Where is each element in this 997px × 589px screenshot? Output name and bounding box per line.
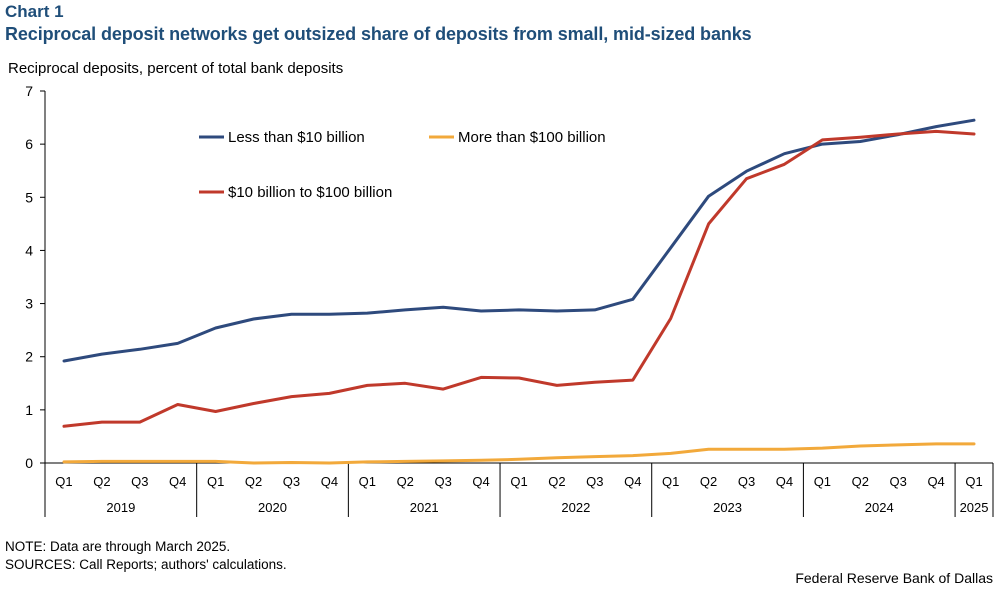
legend-label-0: Less than $10 billion	[228, 129, 365, 146]
chart-axes: 0 1 2 3 4 5 6 7 Q1 Q2 Q3 Q4 Q1 Q2 Q3 Q4 Q1 Q2 Q3 Q4 Q1 Q2 Q3 Q4…	[25, 83, 994, 517]
x-tick-label: Q3	[131, 474, 148, 489]
x-tick-label: Q1	[662, 474, 679, 489]
x-tick-label: Q3	[738, 474, 755, 489]
chart-title: Reciprocal deposit networks get outsized…	[5, 24, 752, 44]
year-label: 2024	[865, 500, 894, 515]
y-tick-label: 7	[25, 83, 33, 99]
x-tick-label: Q2	[700, 474, 717, 489]
x-tick-label: Q4	[927, 474, 944, 489]
x-tick-label: Q1	[510, 474, 527, 489]
year-label: 2021	[410, 500, 439, 515]
chart-legend: Less than $10 billion More than $100 bill…	[199, 129, 606, 201]
series-line-0	[62, 118, 976, 363]
legend-label-1: More than $100 billion	[458, 129, 606, 146]
y-tick-label: 4	[25, 242, 33, 258]
year-label: 2019	[106, 500, 135, 515]
y-tick-label: 5	[25, 189, 33, 205]
chart-credit: Federal Reserve Bank of Dallas	[795, 570, 993, 586]
x-tick-label: Q2	[397, 474, 414, 489]
year-label: 2025	[960, 500, 989, 515]
y-tick-label: 6	[25, 136, 33, 152]
y-tick-label: 1	[25, 402, 33, 418]
year-label: 2022	[561, 500, 590, 515]
chart-label: Chart 1	[5, 2, 64, 21]
y-tick-label: 3	[25, 296, 33, 312]
x-tick-label: Q2	[245, 474, 262, 489]
x-tick-label: Q4	[169, 474, 186, 489]
x-tick-label: Q4	[624, 474, 641, 489]
x-tick-label: Q4	[776, 474, 793, 489]
x-tick-label: Q1	[55, 474, 72, 489]
y-axis-label: Reciprocal deposits, percent of total ba…	[8, 60, 344, 77]
x-tick-label: Q2	[548, 474, 565, 489]
x-tick-label: Q1	[814, 474, 831, 489]
series-line-1	[62, 442, 976, 465]
x-tick-label: Q2	[852, 474, 869, 489]
chart-note: NOTE: Data are through March 2025.	[5, 539, 231, 554]
x-tick-label: Q3	[586, 474, 603, 489]
x-tick-label: Q3	[890, 474, 907, 489]
year-label: 2020	[258, 500, 287, 515]
x-tick-label: Q1	[207, 474, 224, 489]
chart-series	[62, 118, 976, 465]
year-label: 2023	[713, 500, 742, 515]
x-tick-label: Q1	[359, 474, 376, 489]
y-tick-label: 2	[25, 349, 33, 365]
x-tick-label: Q2	[93, 474, 110, 489]
x-tick-label: Q3	[283, 474, 300, 489]
series-line-2	[62, 129, 976, 428]
y-tick-label: 0	[25, 455, 33, 471]
chart-sources: SOURCES: Call Reports; authors' calculat…	[5, 557, 287, 572]
legend-label-2: $10 billion to $100 billion	[228, 184, 392, 201]
x-tick-label: Q4	[321, 474, 338, 489]
x-tick-label: Q1	[965, 474, 982, 489]
x-tick-label: Q4	[472, 474, 489, 489]
x-tick-label: Q3	[434, 474, 451, 489]
